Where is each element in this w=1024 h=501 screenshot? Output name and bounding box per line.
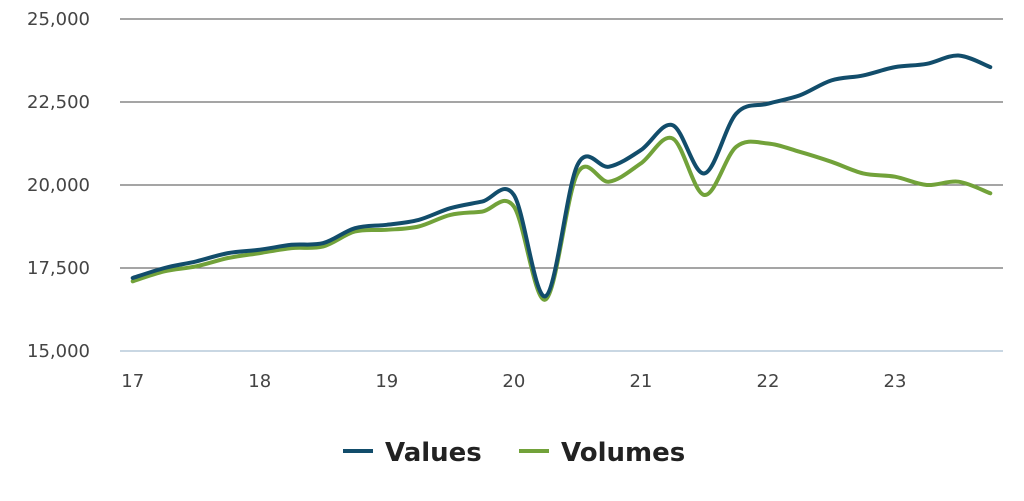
gridlines	[120, 18, 1003, 352]
y-axis-tick-labels: 15,000 17,500 20,000 22,500 25,000	[27, 9, 90, 362]
x-tick-label: 22	[757, 371, 780, 392]
y-tick-label: 25,000	[27, 9, 90, 30]
x-tick-label: 18	[248, 371, 271, 392]
legend-label-volumes: Volumes	[561, 438, 685, 468]
series-line-values	[130, 53, 993, 299]
series-lines	[130, 53, 993, 302]
x-axis-tick-labels: 17 18 19 20 21 22 23	[121, 371, 906, 392]
x-tick-label: 17	[121, 371, 144, 392]
x-tick-label: 21	[629, 371, 652, 392]
series-line-volumes	[130, 135, 993, 302]
x-tick-label: 23	[884, 371, 907, 392]
y-tick-label: 17,500	[27, 258, 90, 279]
y-tick-label: 15,000	[27, 341, 90, 362]
x-tick-label: 20	[502, 371, 525, 392]
legend-label-values: Values	[385, 438, 482, 468]
y-tick-label: 22,500	[27, 92, 90, 113]
x-tick-label: 19	[375, 371, 398, 392]
y-tick-label: 20,000	[27, 175, 90, 196]
legend: Values Volumes	[343, 438, 685, 468]
